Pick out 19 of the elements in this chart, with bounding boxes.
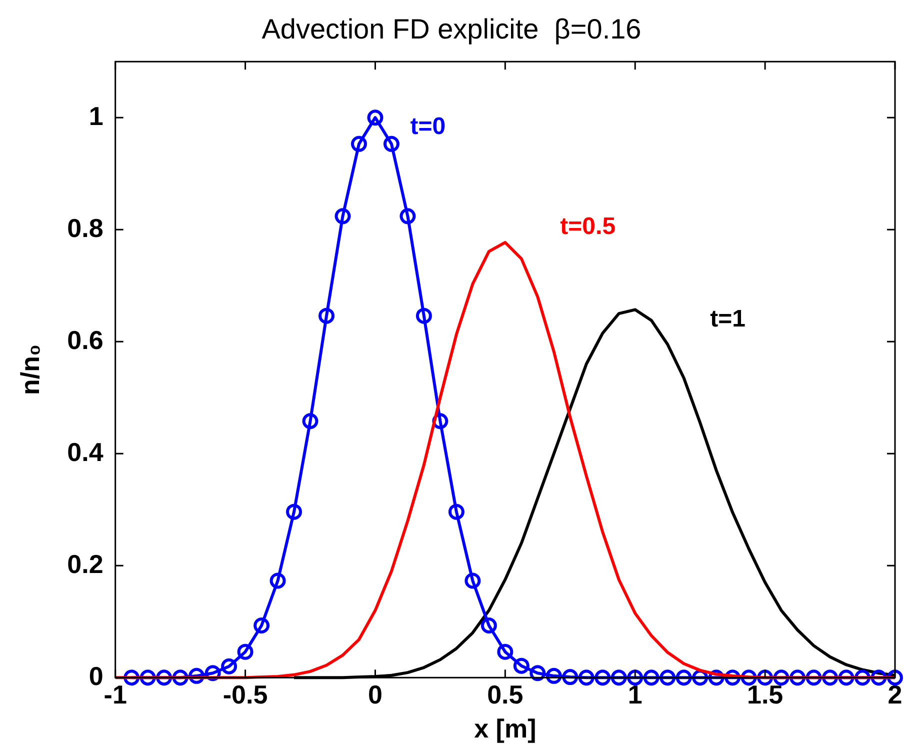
series-label: t=0.5 — [560, 213, 616, 240]
chart-title: Advection FD explicite β=0.16 — [262, 14, 642, 45]
x-tick-label: 0.5 — [487, 679, 524, 710]
y-tick-label: 0.2 — [67, 548, 104, 579]
x-tick-label: 2 — [888, 679, 902, 710]
y-axis-title: n/n₀ — [14, 344, 45, 395]
x-tick-label: 0 — [368, 679, 382, 710]
x-tick-label: -0.5 — [222, 679, 268, 710]
y-tick-label: 0.8 — [67, 212, 104, 243]
y-tick-label: 0 — [88, 660, 104, 691]
series-label: t=1 — [710, 305, 746, 332]
series-label: t=0 — [410, 113, 446, 140]
x-tick-label: 1 — [628, 679, 642, 710]
y-tick-label: 0.6 — [67, 324, 104, 355]
y-tick-label: 0.4 — [67, 436, 104, 467]
x-tick-label: 1.5 — [746, 679, 784, 710]
x-axis-title: x [m] — [474, 714, 536, 744]
x-tick-label: -1 — [104, 679, 127, 710]
y-tick-label: 1 — [88, 100, 104, 131]
